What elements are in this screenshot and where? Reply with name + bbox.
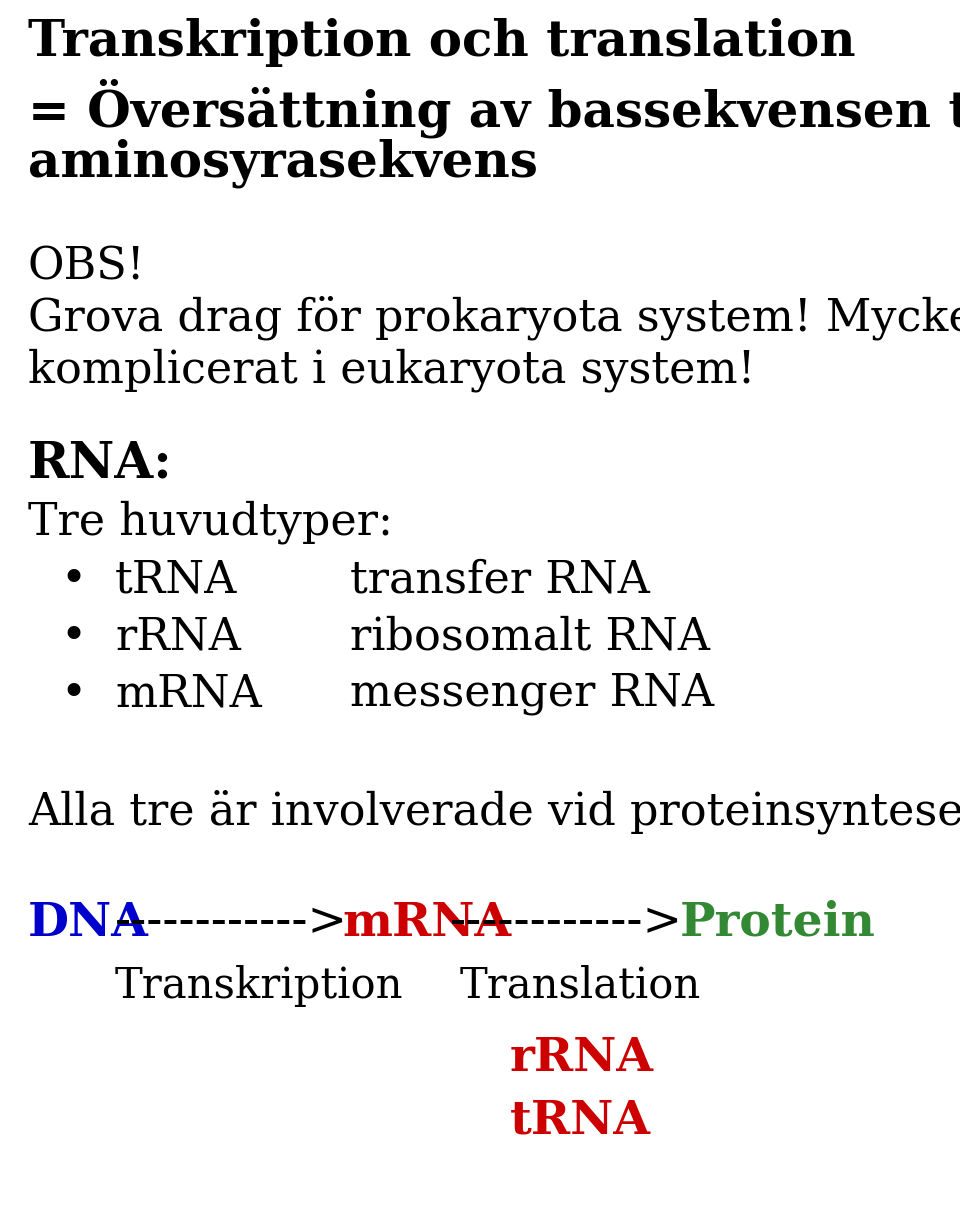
Text: OBS!: OBS! <box>28 245 146 288</box>
Text: mRNA: mRNA <box>115 672 262 716</box>
Text: ribosomalt RNA: ribosomalt RNA <box>350 615 710 658</box>
Text: Transkription: Transkription <box>115 965 403 1007</box>
Text: = Översättning av bassekvensen till: = Översättning av bassekvensen till <box>28 78 960 137</box>
Text: rRNA: rRNA <box>510 1035 654 1081</box>
Text: tRNA: tRNA <box>115 558 237 601</box>
Text: RNA:: RNA: <box>28 440 173 489</box>
Text: transfer RNA: transfer RNA <box>350 558 650 601</box>
Text: ------------>: ------------> <box>115 900 348 945</box>
Text: aminosyrasekvens: aminosyrasekvens <box>28 139 538 188</box>
Text: komplicerat i eukaryota system!: komplicerat i eukaryota system! <box>28 348 756 392</box>
Text: messenger RNA: messenger RNA <box>350 672 714 716</box>
Text: Translation: Translation <box>460 965 701 1007</box>
Text: mRNA: mRNA <box>342 900 511 946</box>
Text: •: • <box>60 558 86 601</box>
Text: rRNA: rRNA <box>115 615 241 658</box>
Text: Transkription och translation: Transkription och translation <box>28 18 855 67</box>
Text: DNA: DNA <box>28 900 149 946</box>
Text: Grova drag för prokaryota system! Mycket mer: Grova drag för prokaryota system! Mycket… <box>28 295 960 340</box>
Text: tRNA: tRNA <box>510 1098 651 1144</box>
Text: Alla tre är involverade vid proteinsyntesen:: Alla tre är involverade vid proteinsynte… <box>28 790 960 835</box>
Text: •: • <box>60 615 86 658</box>
Text: ------------>: ------------> <box>450 900 684 945</box>
Text: Tre huvudtyper:: Tre huvudtyper: <box>28 500 393 543</box>
Text: •: • <box>60 672 86 716</box>
Text: Protein: Protein <box>680 900 876 946</box>
